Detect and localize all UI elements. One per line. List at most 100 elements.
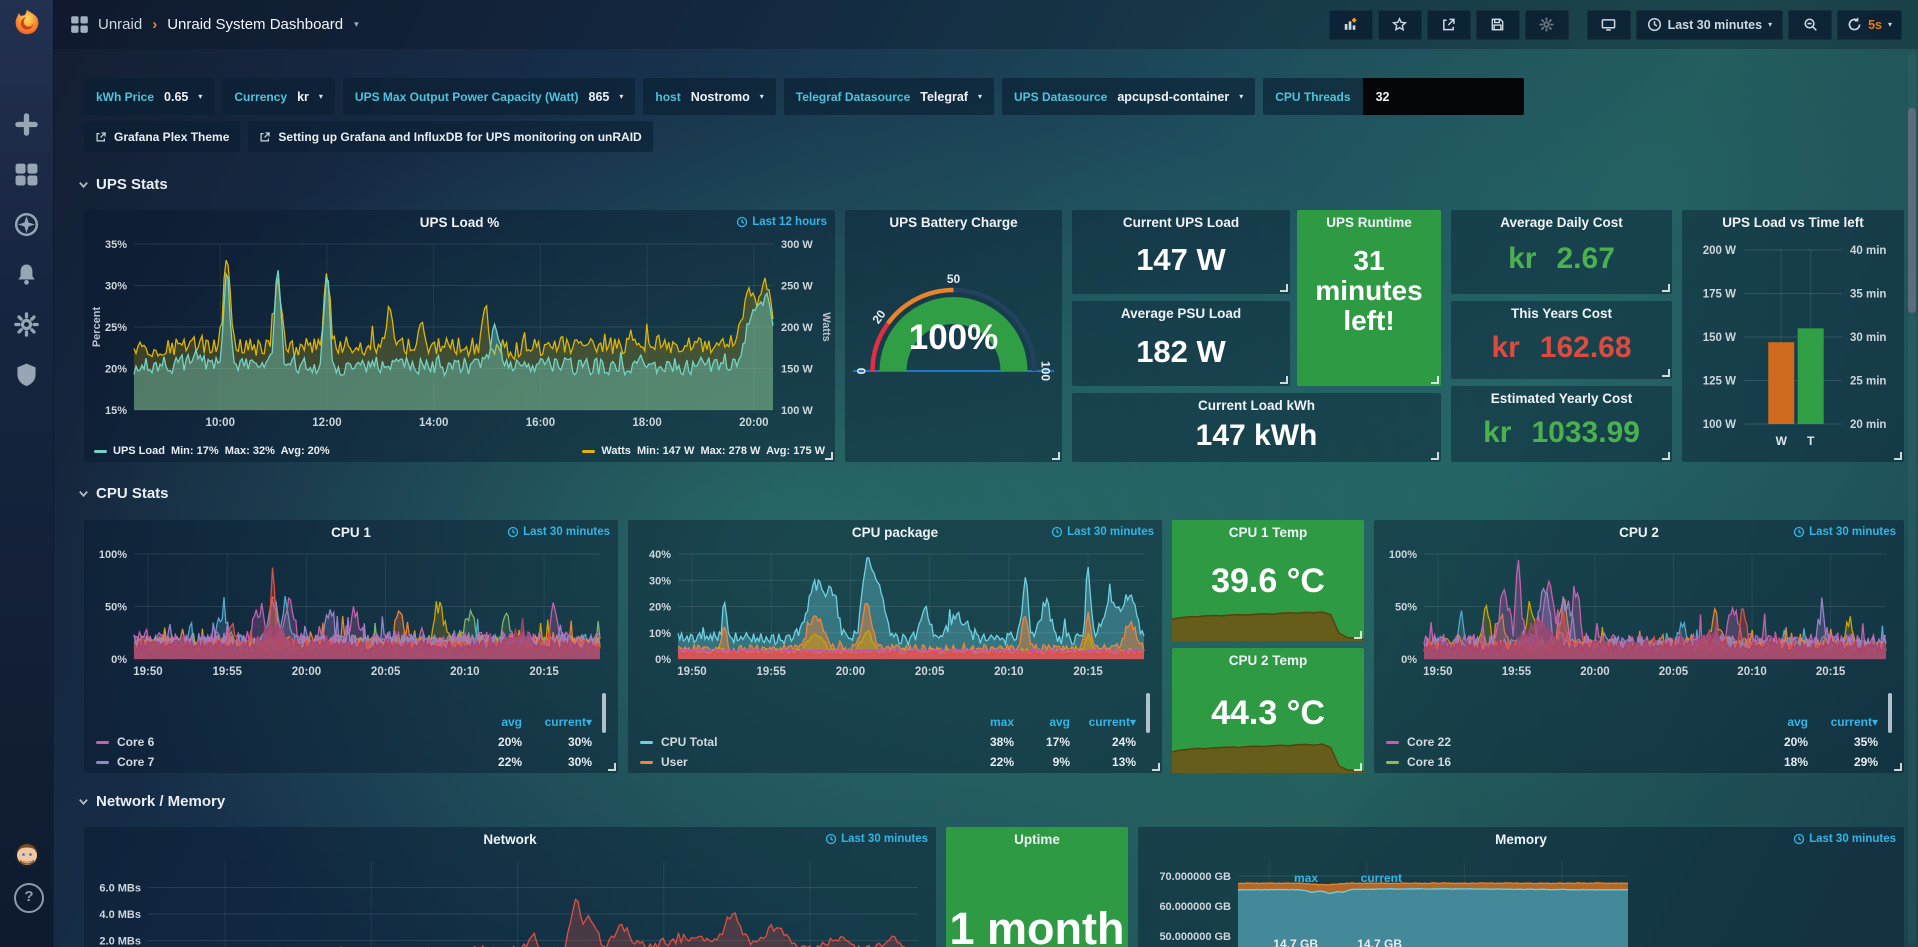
legend-scrollbar[interactable] (1146, 693, 1150, 733)
variable-label: Telegraf Datasource (795, 89, 911, 104)
cpu-threads-input[interactable]: 32 (1362, 78, 1524, 115)
legend-col-avg[interactable]: avg (1787, 715, 1808, 729)
explore-compass-icon[interactable] (14, 212, 39, 237)
series-label[interactable]: Used (1150, 937, 1248, 947)
legend-scrollbar[interactable] (602, 693, 606, 733)
user-avatar[interactable] (13, 841, 41, 869)
title-caret-icon[interactable]: ▾ (354, 19, 359, 29)
panel-title[interactable]: UPS Load vs Time left (1722, 215, 1864, 230)
panel-this-years-cost: This Years Cost kr 162.68 (1451, 301, 1672, 379)
panel-ups-battery-charge: UPS Battery Charge 0 20 50 100 100% (845, 210, 1062, 462)
legend-col-max[interactable]: max (989, 715, 1014, 729)
dashboard-settings-button[interactable] (1524, 9, 1569, 40)
cycle-view-button[interactable] (1586, 9, 1631, 40)
share-button[interactable] (1426, 9, 1471, 40)
shield-icon[interactable] (14, 362, 39, 387)
legend-col-current[interactable]: current (1360, 871, 1402, 885)
grafana-logo-icon[interactable] (11, 8, 43, 40)
panel-title[interactable]: Average PSU Load (1120, 306, 1242, 321)
series-label[interactable]: Core 6 (96, 735, 460, 749)
save-button[interactable] (1475, 9, 1520, 40)
panel-time-range[interactable]: Last 30 minutes (1051, 526, 1154, 538)
variable-ups-datasource[interactable]: UPS Datasource apcupsd-container ▾ (1001, 78, 1256, 115)
panel-title[interactable]: Current Load kWh (1198, 398, 1315, 413)
panel-time-range[interactable]: Last 30 minutes (1793, 833, 1896, 845)
svg-text:250 W: 250 W (781, 281, 813, 293)
variable-kwh-price[interactable]: kWh Price 0.65 ▾ (84, 78, 215, 115)
breadcrumb-team[interactable]: Unraid (98, 16, 143, 33)
series-label[interactable]: Core 16 (1386, 755, 1746, 769)
legend-item[interactable]: UPS Load Min: 17% Max: 32% Avg: 20% (94, 445, 330, 457)
star-button[interactable] (1377, 9, 1422, 40)
cpu2-chart[interactable]: 100% 50% 0% 19:50 19:55 20:00 20:05 20:10 20:15 (1378, 546, 1900, 681)
series-label[interactable]: CPU Total (640, 735, 954, 749)
legend-col-avg[interactable]: avg (501, 715, 522, 729)
legend-col-max[interactable]: max (1293, 871, 1318, 885)
panel-time-range[interactable]: Last 12 hours (736, 216, 827, 228)
link-grafana-plex-theme[interactable]: Grafana Plex Theme (84, 121, 241, 152)
panel-time-range[interactable]: Last 30 minutes (825, 833, 928, 845)
page-scrollbar-thumb[interactable] (1908, 108, 1916, 313)
variable-telegraf-datasource[interactable]: Telegraf Datasource Telegraf ▾ (783, 78, 994, 115)
panel-time-range[interactable]: Last 30 minutes (507, 526, 610, 538)
help-icon[interactable]: ? (14, 883, 44, 913)
panel-title[interactable]: CPU 2 Temp (1228, 653, 1308, 668)
ups-vs-time-chart[interactable]: 200 W 40 min 175 W 35 min 150 W 30 min 125 W 25… (1686, 236, 1900, 454)
section-ups-stats[interactable]: UPS Stats (78, 176, 168, 193)
panel-title[interactable]: This Years Cost (1510, 306, 1613, 321)
series-label[interactable]: Core 7 (96, 755, 460, 769)
panel-title[interactable]: CPU package (851, 525, 939, 540)
variable-currency[interactable]: Currency kr ▾ (222, 78, 335, 115)
cpu-package-chart[interactable]: 40% 30% 20% 10% 0% 19:50 19:55 20:00 20:05 20:10 2… (632, 546, 1158, 681)
series-label[interactable]: User (640, 755, 954, 769)
legend-scrollbar[interactable] (1888, 693, 1892, 733)
zoom-out-button[interactable] (1788, 9, 1833, 40)
variable-host[interactable]: host Nostromo ▾ (643, 78, 776, 115)
link-ups-monitoring-guide[interactable]: Setting up Grafana and InfluxDB for UPS … (248, 121, 653, 152)
panel-time-range[interactable]: Last 30 minutes (1793, 526, 1896, 538)
panel-title[interactable]: CPU 1 (331, 525, 371, 540)
network-chart[interactable]: 6.0 MBs 4.0 MBs 2.0 MBs (88, 853, 932, 947)
legend-col-current[interactable]: current▾ (1830, 715, 1878, 729)
memory-chart[interactable]: 70.000000 GB 60.000000 GB 50.000000 GB (1142, 853, 1642, 947)
section-cpu-stats[interactable]: CPU Stats (78, 485, 169, 502)
svg-text:19:55: 19:55 (212, 666, 242, 678)
panel-title[interactable]: Network (483, 832, 537, 847)
configuration-gear-icon[interactable] (14, 312, 39, 337)
cpu1-chart[interactable]: 100% 50% 0% 19:50 19:55 20:00 20:05 20:10 20:15 (88, 546, 614, 681)
panel-title[interactable]: UPS Load % (419, 215, 500, 230)
panel-title[interactable]: UPS Runtime (1326, 215, 1412, 230)
panel-title[interactable]: UPS Battery Charge (889, 215, 1018, 230)
svg-text:19:50: 19:50 (1423, 666, 1452, 678)
legend-col-current[interactable]: current▾ (1088, 715, 1136, 729)
variable-label: host (655, 89, 681, 104)
panel-title[interactable]: Current UPS Load (1122, 215, 1240, 230)
panel-title[interactable]: Average Daily Cost (1500, 215, 1623, 230)
alerting-bell-icon[interactable] (14, 262, 39, 287)
svg-text:30 min: 30 min (1850, 332, 1886, 344)
refresh-picker[interactable]: 5s ▾ (1837, 9, 1902, 40)
legend-item[interactable]: Watts Min: 147 W Max: 278 W Avg: 175 W (582, 445, 825, 457)
time-range-picker[interactable]: Last 30 minutes ▾ (1635, 9, 1784, 40)
panel-title[interactable]: Uptime (1014, 832, 1060, 847)
stat-value: 147 W (1136, 242, 1226, 277)
dashboards-grid-icon[interactable] (14, 162, 39, 187)
series-label[interactable]: Core 22 (1386, 735, 1746, 749)
section-network-memory[interactable]: Network / Memory (78, 793, 225, 810)
legend-col-current[interactable]: current▾ (544, 715, 592, 729)
legend-col-avg[interactable]: avg (1049, 715, 1070, 729)
chevron-down-icon (79, 491, 88, 498)
panel-title[interactable]: Memory (1495, 832, 1547, 847)
add-panel-button[interactable] (1328, 9, 1373, 40)
svg-text:25 min: 25 min (1850, 376, 1886, 388)
create-plus-icon[interactable] (14, 112, 39, 137)
dashboard-title[interactable]: Unraid System Dashboard (167, 16, 344, 33)
panel-title[interactable]: Estimated Yearly Cost (1490, 391, 1633, 406)
panel-title[interactable]: CPU 2 (1619, 525, 1659, 540)
variable-ups-max-output[interactable]: UPS Max Output Power Capacity (Watt) 865… (342, 78, 636, 115)
panel-title[interactable]: CPU 1 Temp (1228, 525, 1308, 540)
ups-load-chart[interactable]: 35% 300 W 30% 250 W 25% 200 W 20% 150 W 15% 100 W… (88, 236, 832, 432)
breadcrumb[interactable]: Unraid › Unraid System Dashboard ▾ (70, 15, 359, 34)
page-scrollbar[interactable] (1908, 52, 1916, 945)
chevron-down-icon: ▾ (759, 92, 764, 101)
